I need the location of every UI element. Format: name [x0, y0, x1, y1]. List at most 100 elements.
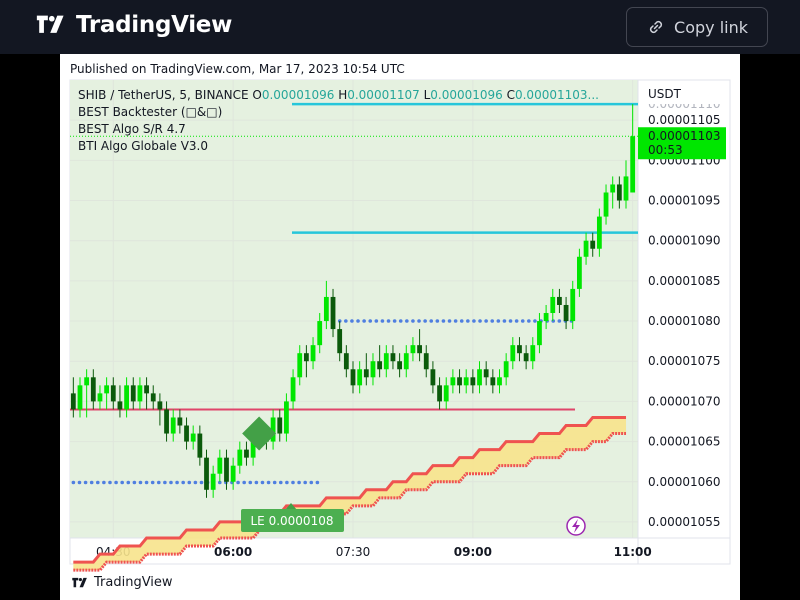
candle-body [450, 377, 456, 386]
background-zone [70, 80, 638, 538]
candle-body [483, 369, 489, 378]
ma-fast-line [73, 415, 627, 564]
ohlc-c-label: C [507, 88, 515, 102]
candle-body [317, 321, 323, 346]
candle-body [490, 377, 496, 386]
candle-body [497, 377, 502, 386]
candle-body [350, 369, 356, 386]
candle-body [437, 385, 442, 402]
candle-body [164, 409, 169, 434]
candle-body [117, 401, 123, 410]
ohlc-c: 0.00001103... [515, 88, 599, 102]
candle-body [270, 417, 276, 442]
candle-body [423, 353, 429, 370]
y-tick-label: 0.00001055 [648, 515, 721, 529]
y-tick-label: 0.00001105 [648, 113, 721, 127]
candle-body [563, 304, 569, 322]
candle-body [616, 184, 622, 201]
candle-body [510, 345, 516, 362]
ohlc-l: 0.00001096 [430, 88, 506, 102]
candle-body [557, 296, 562, 305]
candle-body [397, 361, 403, 370]
y-tick-label: 0.00001060 [648, 475, 721, 489]
last-price-value: 0.00001103 [648, 129, 721, 143]
candle-body [537, 321, 542, 346]
candle-body [177, 417, 183, 426]
candle-body [477, 369, 482, 386]
candle-body [70, 393, 76, 410]
signal-pointer-icon [285, 503, 297, 510]
candle-body [590, 240, 596, 249]
candle-body [97, 393, 103, 402]
signal-label-box [241, 509, 344, 532]
candle-body [530, 345, 536, 362]
ohlc-h-label: H [338, 88, 347, 102]
price-chart[interactable]: 0.000011050.000011000.000010950.00001090… [60, 54, 740, 600]
y-tick-label: 0.00001085 [648, 274, 721, 288]
y-tick-label: 0.00001095 [648, 194, 721, 208]
candle-body [90, 377, 96, 402]
symbol-line: SHIB / TetherUS, 5, BINANCE O0.00001096 … [78, 88, 599, 102]
candle-body [390, 353, 396, 362]
candle-body [250, 441, 256, 458]
candle-body [517, 345, 522, 354]
candle-body [443, 385, 449, 402]
candle-body [297, 353, 303, 378]
y-tick-label: 0.00001065 [648, 435, 721, 449]
candle-body [596, 216, 602, 249]
candle-body [603, 192, 609, 217]
signal-diamond-icon [242, 416, 277, 451]
candle-body [330, 296, 336, 330]
ohlc-o: 0.00001096 [262, 88, 338, 102]
y-tick-label: 0.00001080 [648, 314, 721, 328]
brand-name: TradingView [76, 12, 233, 38]
countdown-value: 00:53 [648, 143, 683, 157]
candle-body [277, 417, 283, 434]
lightning-bolt [572, 519, 580, 533]
copy-link-label: Copy link [674, 17, 748, 37]
tradingview-mark-icon [72, 577, 87, 587]
indicator-name: BEST Algo S/R 4.7 [78, 122, 186, 136]
footer-logo[interactable]: TradingView [70, 575, 173, 590]
x-tick-label: 07:30 [336, 545, 371, 559]
candle-body [130, 385, 136, 402]
candle-body [170, 417, 176, 434]
ohlc-h: 0.00001107 [347, 88, 423, 102]
candle-body [383, 353, 389, 370]
candle-body [204, 457, 209, 490]
axis-mask [639, 84, 729, 104]
tradingview-logo[interactable]: TradingView [32, 12, 232, 38]
signal-label: LE 0.0000108 [251, 514, 334, 528]
candle-body [124, 385, 129, 410]
copy-link-button[interactable]: Copy link [626, 7, 768, 47]
candle-body [237, 449, 243, 466]
candle-body [583, 240, 589, 257]
candle-body [623, 176, 629, 201]
candle-body [610, 184, 616, 193]
footer-brand: TradingView [94, 575, 173, 590]
candle-body [550, 296, 556, 314]
ma-slow-line [73, 432, 627, 572]
candle-body [417, 345, 422, 354]
candle-body [410, 345, 416, 354]
indicator-name: BTI Algo Globale V3.0 [78, 139, 208, 153]
x-tick-label: 09:00 [454, 545, 492, 559]
candle-body [303, 353, 309, 362]
candle-body [190, 433, 196, 442]
candle-body [110, 385, 116, 402]
candle-body [150, 393, 156, 402]
candle-body [370, 361, 376, 378]
ohlc-o-label: O [252, 88, 261, 102]
lightning-icon[interactable] [566, 516, 586, 536]
candle-body [224, 457, 229, 482]
candle-body [457, 377, 462, 386]
tradingview-mark-icon [36, 15, 64, 33]
candle-body [577, 256, 582, 289]
candle-body [184, 425, 189, 442]
link-icon [649, 20, 663, 34]
candle-body [337, 329, 343, 354]
legend: SHIB / TetherUS, 5, BINANCE O0.00001096 … [78, 88, 599, 153]
x-tick-label: 06:00 [214, 545, 252, 559]
candle-body [343, 353, 349, 370]
x-tick-label: 11:00 [614, 545, 652, 559]
